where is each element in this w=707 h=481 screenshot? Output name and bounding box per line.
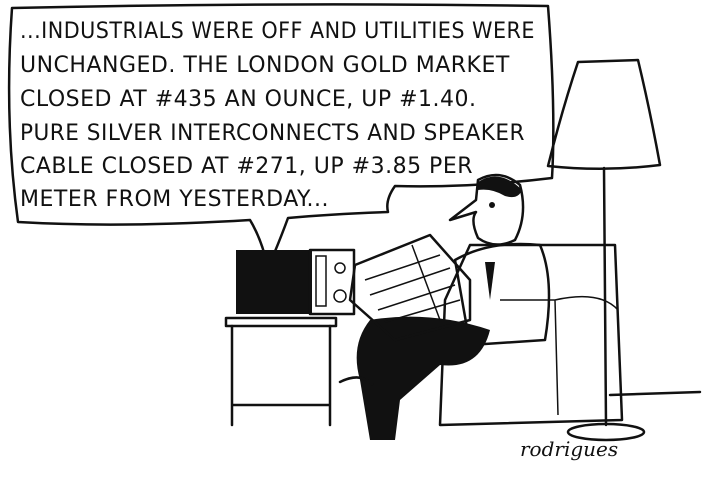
bubble-line: PURE SILVER INTERCONNECTS AND SPEAKER	[20, 121, 525, 146]
cartoon: ...INDUSTRIALS WERE OFF AND UTILITIES WE…	[0, 0, 707, 481]
signature: rodrigues	[520, 437, 618, 461]
bubble-line: ...INDUSTRIALS WERE OFF AND UTILITIES WE…	[20, 19, 535, 44]
bubble-line: UNCHANGED. THE LONDON GOLD MARKET	[20, 53, 510, 78]
man-eye	[489, 202, 495, 208]
bubble-line: CLOSED AT #435 AN OUNCE, UP #1.40.	[20, 87, 477, 112]
bubble-line: CABLE CLOSED AT #271, UP #3.85 PER	[20, 154, 473, 179]
bubble-line: METER FROM YESTERDAY...	[20, 187, 329, 212]
radio	[236, 250, 312, 314]
